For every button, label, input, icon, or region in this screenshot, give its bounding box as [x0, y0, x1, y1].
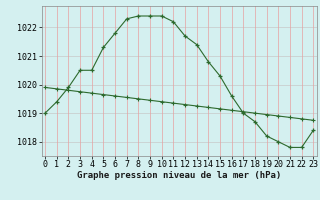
X-axis label: Graphe pression niveau de la mer (hPa): Graphe pression niveau de la mer (hPa): [77, 171, 281, 180]
